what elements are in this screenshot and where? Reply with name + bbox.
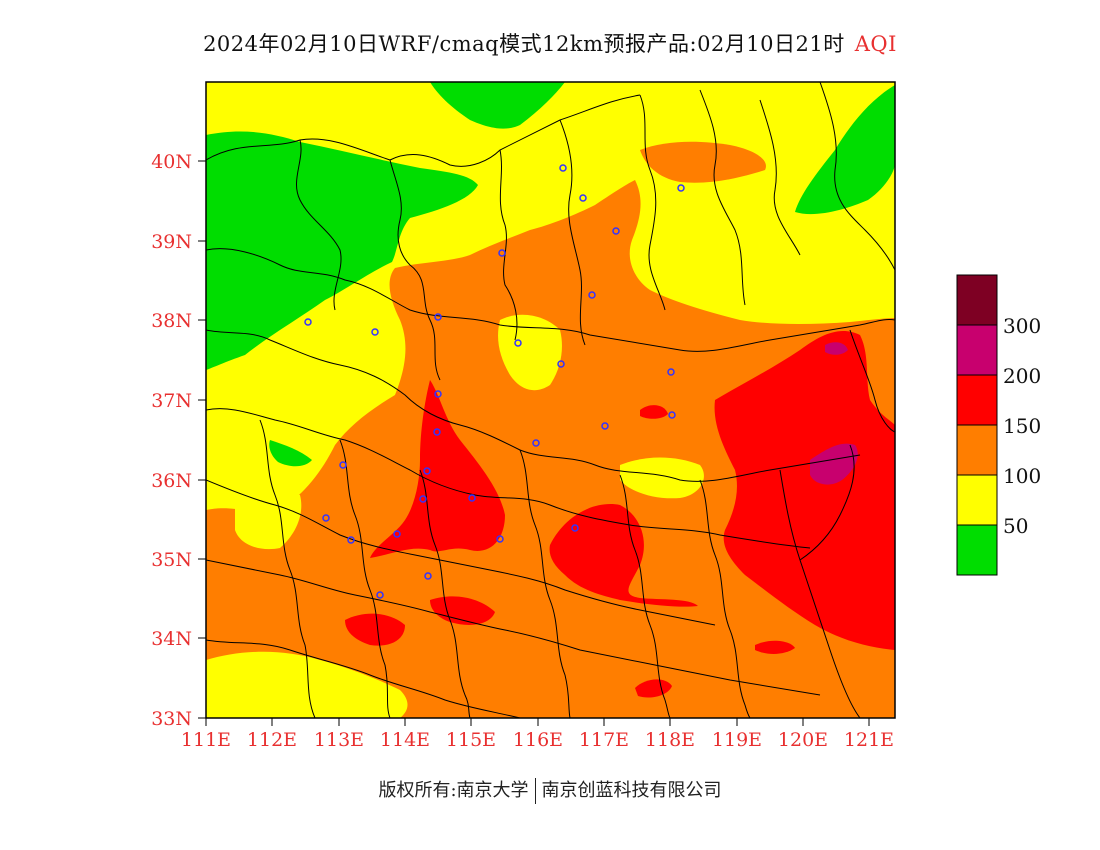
footer-divider <box>534 778 536 804</box>
lon-label: 117E <box>579 729 629 751</box>
city-marker <box>304 318 312 326</box>
lat-label: 36N <box>151 470 192 492</box>
city-marker <box>668 411 676 419</box>
city-markers <box>304 164 685 599</box>
lat-label: 40N <box>151 151 192 173</box>
lat-ticks <box>198 160 206 719</box>
field-yellow-mid <box>498 314 562 391</box>
lon-label: 114E <box>380 729 430 751</box>
lon-label: 121E <box>844 729 894 751</box>
city-marker <box>667 368 675 376</box>
city-marker <box>532 439 540 447</box>
field-green-ne <box>795 85 895 215</box>
legend-swatch-200-300 <box>956 324 998 376</box>
legend-label: 150 <box>1003 414 1041 438</box>
legend-label: 50 <box>1003 514 1028 538</box>
lat-labels: 40N 39N 38N 37N 36N 35N 34N 33N <box>151 151 192 730</box>
lon-ticks <box>205 718 870 726</box>
title-main: 2024年02月10日WRF/cmaq模式12km预报产品:02月10日21时 <box>203 32 845 56</box>
lon-label: 115E <box>446 729 496 751</box>
color-legend: 300 200 150 100 50 <box>956 274 1041 576</box>
lat-label: 38N <box>151 310 192 332</box>
lon-label: 116E <box>513 729 563 751</box>
lat-label: 33N <box>151 708 192 730</box>
city-marker <box>559 164 567 172</box>
aqi-field <box>206 82 895 718</box>
lon-label: 112E <box>247 729 297 751</box>
field-red-sw1 <box>345 613 405 646</box>
city-marker <box>371 328 379 336</box>
lon-label: 118E <box>645 729 695 751</box>
lon-label: 111E <box>181 729 231 751</box>
city-marker <box>677 184 685 192</box>
legend-swatch-100-150 <box>956 424 998 476</box>
field-yellow-sw <box>206 651 408 718</box>
lat-label: 34N <box>151 628 192 650</box>
city-marker <box>424 572 432 580</box>
city-marker <box>498 249 506 257</box>
legend-label: 100 <box>1003 464 1041 488</box>
copyright-right: 南京创蓝科技有限公司 <box>541 780 722 801</box>
city-marker <box>423 467 431 475</box>
lat-label: 39N <box>151 231 192 253</box>
field-red-east <box>714 330 895 650</box>
copyright-footer: 版权所有:南京大学 南京创蓝科技有限公司 <box>0 776 1100 804</box>
field-red-spot3 <box>640 405 668 419</box>
city-marker <box>434 313 442 321</box>
field-red-central <box>370 380 505 558</box>
legend-swatch-0-50 <box>956 524 998 576</box>
field-purple-north <box>825 342 848 355</box>
field-yellow-west <box>235 487 302 550</box>
lat-label: 37N <box>151 390 192 412</box>
lon-label: 120E <box>778 729 828 751</box>
field-green-west <box>269 440 312 467</box>
city-marker <box>322 514 330 522</box>
field-yellow-east <box>620 457 704 499</box>
lon-label: 119E <box>712 729 762 751</box>
city-marker <box>514 339 522 347</box>
city-marker <box>612 227 620 235</box>
field-orange-main <box>206 180 895 718</box>
legend-label: 200 <box>1003 364 1041 388</box>
copyright-left: 版权所有:南京大学 <box>378 780 529 801</box>
city-marker <box>376 591 384 599</box>
field-green-nw <box>206 131 478 370</box>
field-red-sw2 <box>430 596 495 625</box>
city-marker <box>339 461 347 469</box>
city-marker <box>571 524 579 532</box>
field-green-north <box>430 82 565 129</box>
legend-swatch-300plus <box>956 274 998 326</box>
lat-label: 35N <box>151 549 192 571</box>
lon-labels: 111E 112E 113E 114E 115E 116E 117E 118E … <box>181 729 894 751</box>
city-marker <box>393 530 401 538</box>
city-marker <box>557 360 565 368</box>
city-marker <box>347 536 355 544</box>
chart-title: 2024年02月10日WRF/cmaq模式12km预报产品:02月10日21时 A… <box>0 28 1100 58</box>
city-marker <box>434 390 442 398</box>
field-purple-coast <box>810 443 858 485</box>
field-red-south <box>549 504 698 607</box>
city-marker <box>601 422 609 430</box>
title-variable: AQI <box>854 32 897 56</box>
city-marker <box>588 291 596 299</box>
city-marker <box>496 535 504 543</box>
legend-swatch-150-200 <box>956 374 998 426</box>
city-marker <box>419 495 427 503</box>
legend-label: 300 <box>1003 314 1041 338</box>
admin-boundaries <box>206 82 895 718</box>
lon-label: 113E <box>314 729 364 751</box>
city-marker <box>579 194 587 202</box>
city-marker <box>468 494 476 502</box>
field-orange-north <box>640 141 766 183</box>
legend-swatch-50-100 <box>956 474 998 526</box>
field-red-spot2 <box>755 640 795 654</box>
city-marker <box>433 428 441 436</box>
